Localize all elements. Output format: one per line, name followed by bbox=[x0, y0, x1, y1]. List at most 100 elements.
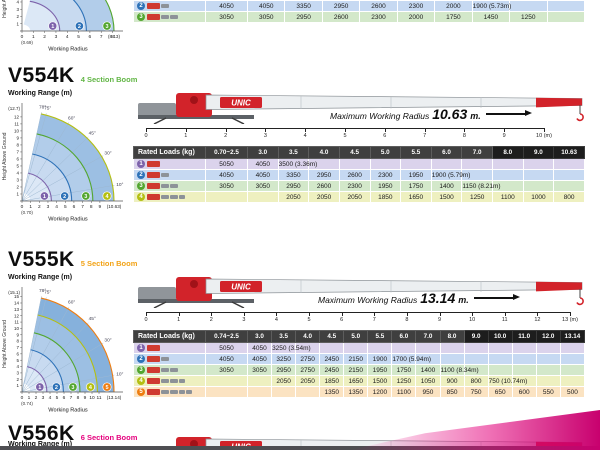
rated-loads-row: 4 2050 2050 1850 1650 1500 1250 1050 900 800 750 (… bbox=[133, 375, 586, 387]
boom-number-badge: 4 bbox=[137, 377, 145, 385]
rated-load-cell: 550 bbox=[535, 386, 561, 398]
rated-load-cell: 4050 bbox=[246, 353, 273, 365]
boom-number-badge: 5 bbox=[137, 388, 145, 396]
rated-load-cell bbox=[559, 375, 586, 387]
boom-extension-icon: 3 bbox=[134, 366, 205, 374]
rated-load-cell: 3250 (3.54m) bbox=[271, 342, 311, 354]
boom-range-circle bbox=[74, 21, 84, 31]
boom-number-badge: 2 bbox=[137, 171, 145, 179]
rated-load-cell bbox=[487, 353, 513, 365]
boom-config-cell: 2 bbox=[133, 0, 206, 12]
boom-range-circle bbox=[60, 191, 70, 201]
rated-load-cell bbox=[367, 342, 393, 354]
rated-load-cell: 800 bbox=[553, 191, 585, 203]
ruler-number: 6 bbox=[340, 317, 344, 323]
svg-text:5: 5 bbox=[77, 34, 80, 40]
ruler-tick bbox=[504, 312, 506, 316]
ruler-tick bbox=[341, 312, 343, 316]
rated-loads-table-v555k: Rated Loads (kg) 0.74~2.5 3.0 3.5 4.0 4.5 5.0 5… bbox=[133, 330, 586, 398]
rated-load-cell: 3250 bbox=[271, 353, 297, 365]
ruler-number: 2 bbox=[224, 133, 228, 139]
boom-config-cell: 3 bbox=[133, 364, 206, 376]
boom-number-badge: 2 bbox=[137, 355, 145, 363]
ruler-number: 9 bbox=[502, 133, 506, 139]
boom-config-cell: 2 bbox=[133, 353, 206, 365]
svg-text:30°: 30° bbox=[104, 338, 111, 344]
svg-text:10°: 10° bbox=[116, 182, 123, 188]
rated-load-cell bbox=[430, 158, 463, 170]
rated-loads-row: 1 5050 4050 3500 (3.36m) bbox=[133, 158, 585, 170]
rated-load-cell bbox=[522, 169, 555, 181]
boom-sections-label: 5 Section Boom bbox=[80, 259, 138, 268]
boom-extension-icon: 1 bbox=[134, 160, 205, 168]
boom-range-circle bbox=[48, 21, 58, 31]
boom-extension-icon: 3 bbox=[134, 182, 205, 190]
rated-load-cell: 1400 bbox=[430, 180, 463, 192]
svg-text:1: 1 bbox=[16, 21, 19, 26]
boom-config-cell: 1 bbox=[133, 158, 206, 170]
rated-load-cell: 1850 bbox=[369, 191, 402, 203]
model-name: V555K bbox=[8, 248, 75, 271]
rated-load-cell: 5050 bbox=[205, 342, 248, 354]
rated-load-cell: 2050 bbox=[271, 375, 297, 387]
radius-column-header: 4.0 bbox=[308, 146, 340, 159]
ruler-tick bbox=[265, 128, 267, 132]
ruler-tick bbox=[464, 128, 466, 132]
svg-text:4: 4 bbox=[16, 364, 19, 369]
rated-load-cell: 2750 bbox=[295, 353, 321, 365]
rated-load-cell: 2950 bbox=[271, 364, 297, 376]
rated-load-cell: 900 bbox=[439, 375, 465, 387]
svg-text:10: 10 bbox=[89, 395, 95, 401]
rated-load-cell bbox=[391, 342, 417, 354]
rated-load-cell bbox=[461, 158, 493, 170]
svg-text:8: 8 bbox=[16, 143, 19, 148]
rated-load-cell bbox=[511, 364, 537, 376]
svg-text:14: 14 bbox=[14, 301, 20, 306]
svg-text:3: 3 bbox=[55, 34, 58, 40]
rated-load-cell bbox=[535, 375, 561, 387]
rated-load-cell: 1950 bbox=[367, 364, 393, 376]
ruler-tick bbox=[345, 128, 346, 132]
right-arrow-icon bbox=[473, 295, 520, 300]
ruler-number: 9 bbox=[438, 317, 442, 323]
svg-text:0: 0 bbox=[21, 34, 24, 40]
rated-load-cell: 3050 bbox=[246, 364, 273, 376]
svg-text:4: 4 bbox=[89, 385, 93, 391]
rated-load-cell bbox=[247, 191, 279, 203]
rated-load-cell bbox=[271, 386, 297, 398]
ruler-tick bbox=[544, 128, 545, 132]
svg-text:4: 4 bbox=[16, 0, 19, 5]
boom-number-badge: 3 bbox=[137, 182, 145, 190]
model-title-v555k: V555K 5 Section Boom bbox=[8, 248, 137, 272]
svg-text:8: 8 bbox=[90, 204, 93, 210]
svg-text:6: 6 bbox=[73, 204, 76, 210]
rated-load-cell: 1850 bbox=[319, 375, 345, 387]
boom-extension-icon: 1 bbox=[134, 344, 205, 352]
svg-text:Height Above Ground: Height Above Ground bbox=[2, 320, 8, 368]
svg-text:3: 3 bbox=[84, 194, 87, 200]
rated-load-cell bbox=[511, 342, 537, 354]
ruler-number: 6 bbox=[383, 133, 387, 139]
max-working-radius-v554k: Maximum Working Radius 10.63 m. bbox=[330, 106, 532, 122]
ruler-number: 7 bbox=[423, 133, 427, 139]
rated-load-cell bbox=[338, 158, 371, 170]
model-title-v554k: V554K 4 Section Boom bbox=[8, 64, 137, 88]
rated-load-cell: 1500 bbox=[430, 191, 463, 203]
rated-load-cell: 3500 (3.36m) bbox=[277, 158, 318, 170]
boom-config-cell: 3 bbox=[133, 180, 206, 192]
rated-load-cell: 1200 bbox=[367, 386, 393, 398]
rated-load-cell: 1150 (8.21m) bbox=[461, 180, 501, 192]
radius-column-header: 10.0 bbox=[487, 330, 513, 343]
rated-load-cell: 1650 bbox=[343, 375, 369, 387]
svg-text:10: 10 bbox=[14, 326, 20, 331]
rated-load-cell bbox=[246, 375, 273, 387]
svg-text:2: 2 bbox=[43, 34, 46, 40]
rated-load-cell: 3050 bbox=[246, 11, 286, 23]
max-radius-unit: m. bbox=[470, 111, 481, 121]
svg-text:6: 6 bbox=[16, 157, 19, 162]
rated-load-cell bbox=[492, 158, 524, 170]
svg-text:3: 3 bbox=[105, 24, 108, 30]
svg-text:2: 2 bbox=[35, 395, 38, 401]
svg-text:8: 8 bbox=[111, 34, 114, 40]
